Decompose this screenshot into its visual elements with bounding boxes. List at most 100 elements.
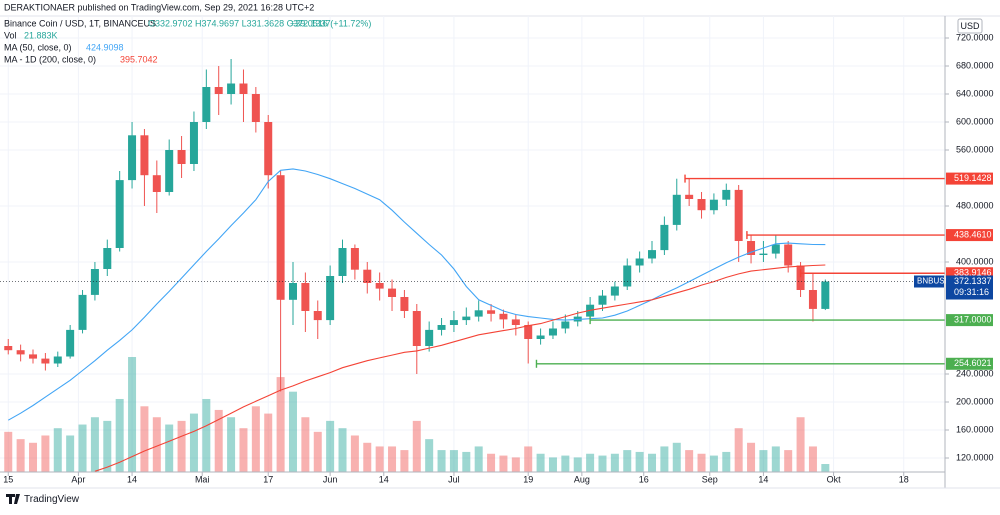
candle-body — [53, 356, 62, 364]
candle-body — [437, 325, 446, 330]
volume-bar — [326, 420, 335, 472]
x-tick-label: 17 — [263, 474, 273, 484]
volume-bar — [610, 453, 619, 472]
volume-bar — [66, 435, 75, 472]
volume-bar — [437, 450, 446, 472]
candle-body — [709, 199, 718, 211]
volume-bar — [152, 417, 161, 472]
candle-body — [400, 297, 409, 311]
x-tick-label: Jun — [323, 474, 338, 484]
y-tick-label: 720.0000 — [956, 32, 994, 42]
volume-bar — [623, 450, 632, 472]
candle-body — [598, 295, 607, 305]
x-tick-label: 15 — [3, 474, 13, 484]
x-tick-label: 16 — [639, 474, 649, 484]
volume-bar — [561, 455, 570, 472]
brand-logo: TradingView — [6, 494, 80, 505]
currency-box[interactable] — [957, 18, 983, 34]
legend-ma50-value: 424.9098 — [86, 42, 124, 52]
candle-body — [16, 350, 25, 355]
level-tag — [946, 357, 993, 370]
volume-bar — [165, 424, 174, 472]
volume-bar — [53, 428, 62, 472]
candle-body — [487, 310, 496, 314]
volume-bar — [251, 406, 260, 472]
x-tick-label: Aug — [574, 474, 590, 484]
candle-body — [288, 283, 297, 300]
y-tick-label: 160.0000 — [956, 424, 994, 434]
candle-body — [511, 319, 520, 325]
volume-bar — [313, 431, 322, 472]
candle-body — [610, 286, 619, 296]
volume-bar — [536, 453, 545, 472]
candle-body — [41, 358, 50, 364]
volume-bar — [214, 409, 223, 472]
level-label: 519.1428 — [954, 173, 992, 183]
volume-bar — [598, 455, 607, 472]
x-tick-label: Mai — [195, 474, 210, 484]
x-tick-label: Jul — [448, 474, 460, 484]
candle-body — [177, 150, 186, 164]
candle-body — [301, 283, 310, 311]
volume-bar — [449, 450, 458, 472]
candle-body — [623, 265, 632, 287]
volume-bar — [115, 398, 124, 472]
x-tick-label: 14 — [758, 474, 768, 484]
candle-body — [115, 180, 124, 248]
candle-body — [821, 281, 830, 309]
legend-change: +39.0516 (+11.72%) — [290, 18, 371, 28]
x-tick-label: 19 — [523, 474, 533, 484]
candle-body — [90, 269, 99, 295]
volume-bar — [363, 442, 372, 472]
y-tick-label: 560.0000 — [956, 144, 994, 154]
plot-layer — [0, 59, 945, 472]
volume-bar — [29, 442, 38, 472]
candle-body — [264, 122, 273, 176]
candle-body — [796, 265, 805, 290]
y-tick-label: 200.0000 — [956, 396, 994, 406]
volume-bar — [709, 455, 718, 472]
candle-body — [462, 316, 471, 321]
candle-body — [363, 269, 372, 283]
candle-body — [561, 321, 570, 329]
candle-body — [202, 87, 211, 122]
level-label: 317.0000 — [954, 314, 992, 324]
volume-bar — [288, 391, 297, 472]
price-tag-box — [946, 275, 993, 300]
volume-bar — [16, 439, 25, 472]
candle-body — [276, 175, 285, 300]
volume-bar — [239, 428, 248, 472]
candle-body — [326, 276, 335, 321]
legend-volume-value: 21.883K — [24, 30, 58, 40]
volume-bar — [524, 446, 533, 472]
volume-bar — [227, 417, 236, 472]
volume-bar — [796, 417, 805, 472]
candle-body — [388, 288, 397, 297]
volume-bar — [140, 406, 149, 472]
volume-bar — [412, 420, 421, 472]
volume-bar — [264, 413, 273, 472]
brand: TradingView — [24, 494, 80, 505]
candle-body — [239, 83, 248, 94]
volume-bar — [722, 451, 731, 472]
volume-bar — [4, 431, 13, 472]
candle-body — [251, 94, 260, 122]
candle-body — [4, 346, 13, 351]
price-tag-value: 372.1337 — [954, 276, 992, 286]
volume-bar — [635, 451, 644, 472]
volume-bar — [90, 417, 99, 472]
currency: USD — [960, 21, 980, 31]
candle-body — [474, 310, 483, 317]
legend-symbol: Binance Coin / USD, 1T, BINANCEUS — [4, 18, 156, 28]
volume-bar — [177, 420, 186, 472]
volume-bar — [189, 413, 198, 472]
legend: Binance Coin / USD, 1T, BINANCEUS O332.9… — [4, 18, 371, 64]
x-tick-label: Apr — [71, 474, 85, 484]
volume-bar — [78, 424, 87, 472]
volume-bar — [771, 446, 780, 472]
volume-bar — [499, 455, 508, 472]
candle-body — [350, 248, 359, 270]
volume-bar — [128, 357, 137, 472]
level-tag — [946, 314, 993, 327]
legend-volume-name: Vol — [4, 30, 17, 40]
